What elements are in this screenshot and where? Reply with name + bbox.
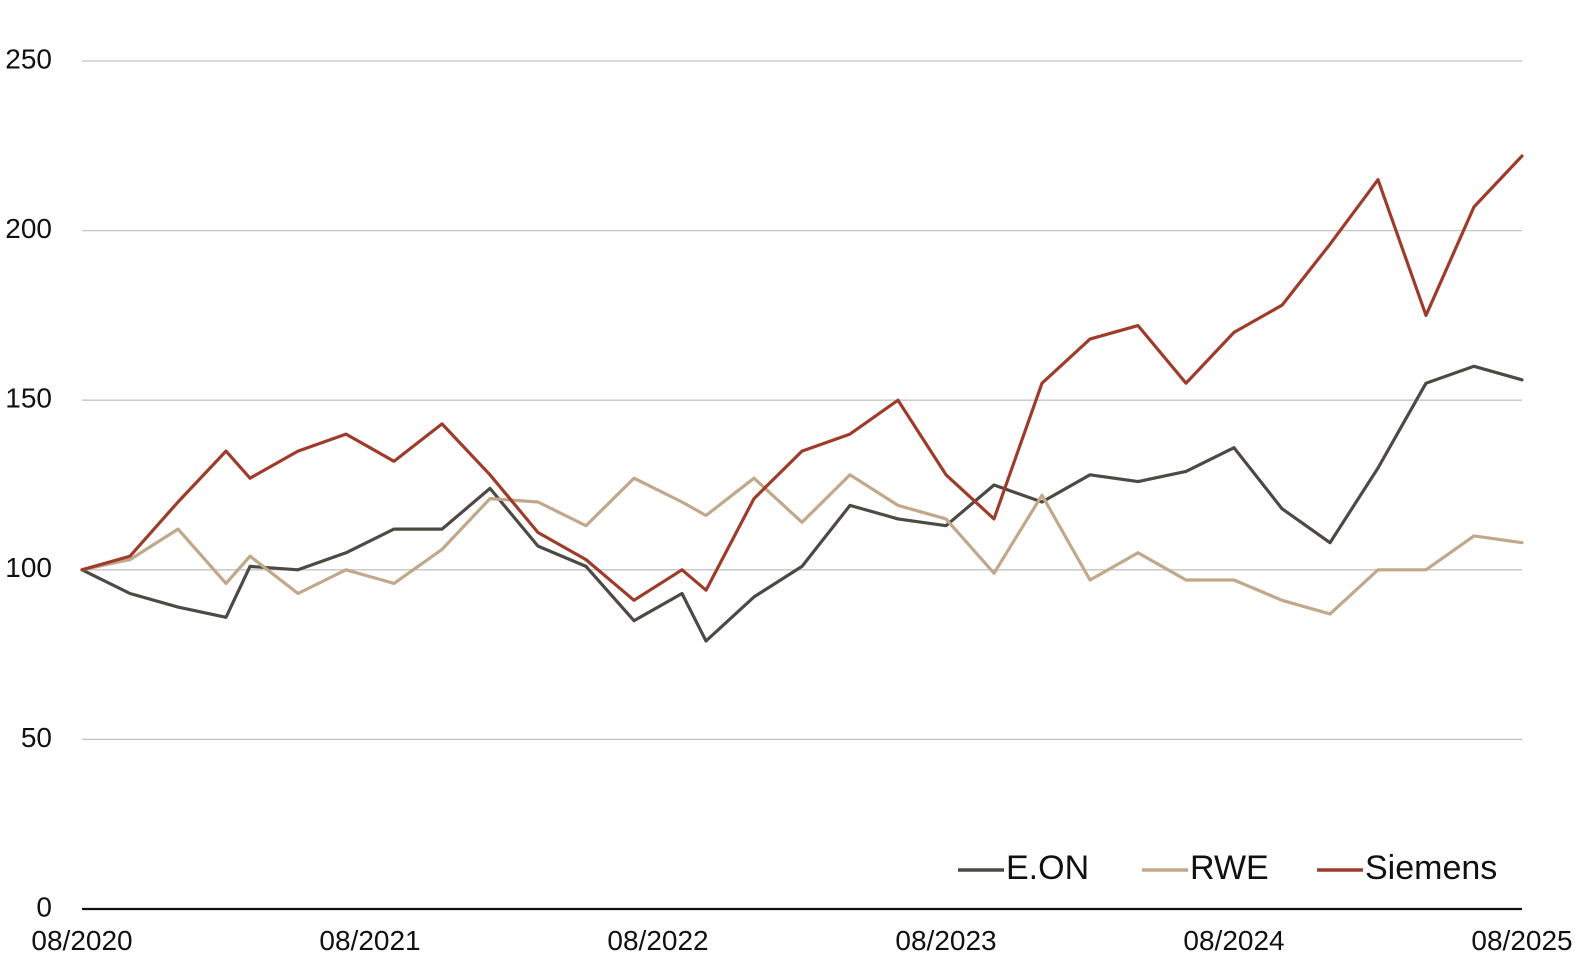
series-lines [80, 154, 1524, 643]
legend-label-siemens: Siemens [1365, 849, 1497, 887]
y-tick-labels: 0 50 100 150 200 250 [5, 43, 52, 922]
y-tick-label: 50 [21, 722, 52, 753]
x-tick-label: 08/2025 [1471, 925, 1572, 956]
series-line-rwe [80, 473, 1524, 616]
legend-label-rwe: RWE [1190, 849, 1269, 887]
x-tick-labels: 08/2020 08/2021 08/2022 08/2023 08/2024 08/20… [31, 925, 1572, 956]
y-tick-label: 150 [5, 383, 52, 414]
y-tick-label: 250 [5, 43, 52, 74]
series-line-siemens [80, 154, 1524, 602]
y-tick-label: 200 [5, 213, 52, 244]
y-tick-label: 100 [5, 552, 52, 583]
gridlines [82, 60, 1522, 741]
x-tick-label: 08/2024 [1183, 925, 1284, 956]
x-tick-label: 08/2020 [31, 925, 132, 956]
x-tick-label: 08/2022 [607, 925, 708, 956]
x-tick-label: 08/2023 [895, 925, 996, 956]
series-line-e-on [80, 364, 1524, 643]
legend: E.ON RWE Siemens [958, 849, 1497, 887]
legend-label-e-on: E.ON [1006, 849, 1089, 887]
y-tick-label: 0 [36, 891, 52, 922]
x-tick-label: 08/2021 [319, 925, 420, 956]
